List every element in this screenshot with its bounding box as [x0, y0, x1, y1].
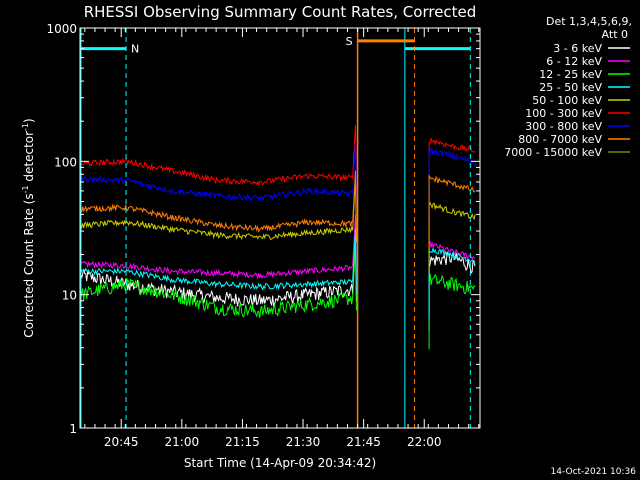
series-line-pre [80, 124, 357, 191]
series-line-pre [80, 176, 357, 243]
series-line-pre [80, 244, 357, 318]
y-tick-label: 10 [62, 289, 77, 303]
legend-label: 7000 - 15000 keV [504, 146, 602, 159]
legend-header-line2: Att 0 [602, 28, 628, 41]
series-line-post [428, 173, 476, 248]
x-axis-label: Start Time (14-Apr-09 20:34:42) [184, 456, 376, 470]
y-axis-label-sup1: -1 [21, 185, 30, 193]
series-line-pre [80, 140, 357, 207]
legend-label: 12 - 25 keV [539, 68, 602, 81]
chart-title: RHESSI Observing Summary Count Rates, Co… [84, 3, 477, 21]
legend-header-line1: Det 1,3,4,5,6,9, [546, 15, 632, 28]
x-tick-label: 21:15 [225, 435, 260, 449]
plot-frame [79, 27, 481, 429]
y-tick-label: 100 [54, 155, 77, 169]
legend-label: 3 - 6 keV [553, 42, 602, 55]
series-line-post [428, 138, 476, 210]
x-tick-label: 21:30 [286, 435, 321, 449]
y-axis-label: Corrected Count Rate (s-1 detector-1) [21, 118, 36, 337]
legend-label: 50 - 100 keV [532, 94, 602, 107]
series-line-pre [80, 228, 357, 295]
data-layer: NS [80, 28, 476, 428]
series-line-pre [80, 214, 357, 281]
legend-label: 25 - 50 keV [539, 81, 602, 94]
series-line-post [428, 240, 476, 314]
legend-label: 6 - 12 keV [546, 55, 602, 68]
x-tick-label: 21:45 [346, 435, 381, 449]
series-line-post [428, 147, 476, 221]
legend-label: 100 - 300 keV [525, 107, 602, 120]
y-axis-label-part3: ) [22, 118, 36, 123]
y-axis-label-part2: detector [22, 131, 36, 186]
x-tick-label: 20:45 [104, 435, 139, 449]
y-axis-label-part1: Corrected Count Rate (s [22, 193, 36, 337]
legend-label: 300 - 800 keV [525, 120, 602, 133]
x-tick-label: 22:00 [407, 435, 442, 449]
series-line-post [428, 248, 476, 319]
saa-label: S [346, 35, 353, 48]
series-line-post [428, 251, 476, 331]
y-axis-label-sup2: -1 [21, 123, 30, 131]
series-line-post [428, 273, 476, 350]
x-axis: 20:45 21:00 21:15 21:30 21:45 22:00 [84, 28, 480, 449]
y-tick-label: 1 [69, 422, 77, 436]
y-axis: 1 10 100 1000 [46, 22, 480, 436]
night-label: N [131, 43, 139, 56]
legend-label: 800 - 7000 keV [518, 133, 602, 146]
timestamp: 14-Oct-2021 10:36 [551, 467, 637, 477]
series-line-post [428, 201, 476, 274]
y-tick-label: 1000 [46, 22, 77, 36]
x-tick-label: 21:00 [165, 435, 200, 449]
